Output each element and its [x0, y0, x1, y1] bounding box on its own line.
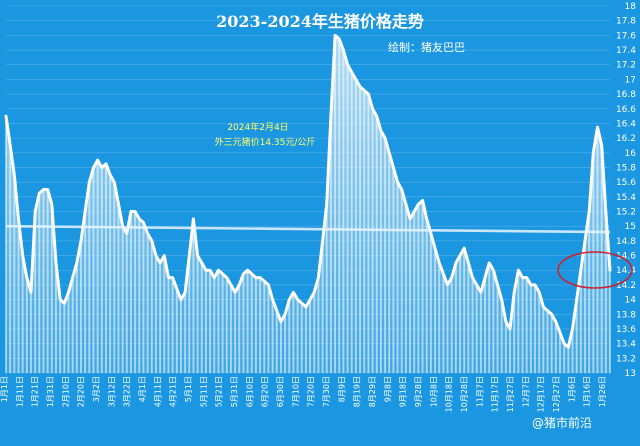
y-tick-label: 13.4 — [616, 340, 636, 350]
x-tick-labels: 1月1日 1月11日 1月21日 1月31日 2月10日 2月20日 3月2日 3月12日 3月… — [0, 376, 607, 412]
x-tick-label: 3月2日 — [92, 376, 101, 402]
area-path — [6, 35, 610, 374]
x-tick-label: 1月6日 — [567, 376, 576, 402]
x-tick-label: 8月9日 — [337, 376, 346, 402]
x-tick-label: 10月18日 — [445, 376, 454, 412]
x-tick-label: 10月8日 — [429, 376, 438, 407]
x-tick-label: 6月10日 — [245, 376, 254, 407]
reference-line — [5, 224, 611, 234]
y-tick-label: 17.8 — [616, 17, 636, 27]
y-tick-label: 14.2 — [616, 281, 636, 291]
y-tick-label: 18 — [625, 2, 637, 12]
x-tick-label: 1月16日 — [583, 376, 592, 407]
y-tick-label: 14 — [625, 296, 637, 306]
y-tick-label: 15.4 — [616, 193, 636, 203]
x-tick-label: 12月7日 — [521, 376, 530, 407]
x-tick-label: 5月11日 — [199, 376, 208, 407]
x-tick-label: 5月31日 — [230, 376, 239, 407]
y-tick-labels: 18 17.8 17.6 17.4 17.2 17 16.8 16.6 16.4 16.2 16 15… — [616, 2, 636, 379]
x-tick-label: 11月7日 — [475, 376, 484, 407]
x-tick-label: 9月8日 — [383, 376, 392, 402]
chart-credit: 绘制：猪友巴巴 — [388, 40, 465, 54]
x-tick-label: 1月31日 — [46, 376, 55, 407]
x-tick-label: 1月26日 — [598, 376, 607, 407]
x-tick-label: 6月30日 — [276, 376, 285, 407]
y-tick-label: 16.2 — [616, 134, 636, 144]
chart-title: 2023-2024年生猪价格走势 — [216, 12, 424, 31]
area-fill — [6, 35, 610, 374]
y-tick-label: 15.8 — [616, 163, 636, 173]
y-tick-label: 15.6 — [616, 178, 636, 188]
y-tick-label: 14.4 — [616, 266, 636, 276]
x-tick-label: 2月20日 — [77, 376, 86, 407]
x-tick-label: 3月12日 — [107, 376, 116, 407]
x-tick-label: 1月11日 — [15, 376, 24, 407]
x-tick-label: 8月29日 — [368, 376, 377, 407]
x-tick-label: 7月10日 — [291, 376, 300, 407]
x-tick-label: 11月17日 — [491, 376, 500, 412]
y-tick-label: 17.6 — [616, 31, 636, 41]
x-tick-label: 2月10日 — [61, 376, 70, 407]
y-tick-label: 17 — [625, 75, 636, 85]
annotation-date: 2024年2月4日 — [227, 121, 288, 133]
x-tick-label: 9月28日 — [414, 376, 423, 407]
y-tick-label: 15.2 — [616, 208, 636, 218]
y-tick-label: 14.6 — [616, 252, 636, 262]
annotation-price: 外三元猪价14.35元/公斤 — [215, 136, 316, 148]
highlight-circle — [557, 251, 633, 289]
x-tick-label: 6月20日 — [261, 376, 270, 407]
x-tick-label: 1月21日 — [31, 376, 40, 407]
x-tick-label: 7月20日 — [307, 376, 316, 407]
trend-line — [5, 224, 611, 234]
x-tick-label: 11月27日 — [506, 376, 515, 412]
y-tick-label: 15 — [625, 222, 636, 232]
watermark: @猪市前沿 — [532, 415, 592, 430]
y-tick-label: 16.8 — [616, 90, 636, 100]
x-tick-label: 10月28日 — [460, 376, 469, 412]
x-tick-label: 4月1日 — [138, 376, 147, 402]
y-tick-label: 13.2 — [616, 354, 636, 364]
y-tick-label: 17.4 — [616, 46, 636, 56]
x-tick-label: 5月1日 — [184, 376, 193, 402]
y-tick-label: 13.8 — [616, 310, 636, 320]
x-tick-label: 12月27日 — [552, 376, 561, 412]
series-line — [4, 33, 612, 349]
y-tick-label: 13 — [625, 369, 636, 379]
x-tick-label: 5月21日 — [215, 376, 224, 407]
x-tick-label: 12月17日 — [537, 376, 546, 412]
y-tick-label: 17.2 — [616, 61, 636, 71]
x-tick-label: 7月30日 — [322, 376, 331, 407]
y-tick-label: 16 — [625, 149, 637, 159]
y-tick-label: 16.6 — [616, 105, 636, 115]
x-tick-label: 4月21日 — [169, 376, 178, 407]
series-path — [4, 33, 612, 349]
y-tick-label: 14.8 — [616, 237, 636, 247]
x-tick-label: 1月1日 — [0, 376, 9, 402]
y-tick-label: 16.4 — [616, 119, 636, 129]
x-tick-label: 9月18日 — [399, 376, 408, 407]
x-tick-label: 8月19日 — [353, 376, 362, 407]
x-tick-label: 3月22日 — [123, 376, 132, 407]
y-tick-label: 13.6 — [616, 325, 636, 335]
x-tick-label: 4月11日 — [153, 376, 162, 407]
